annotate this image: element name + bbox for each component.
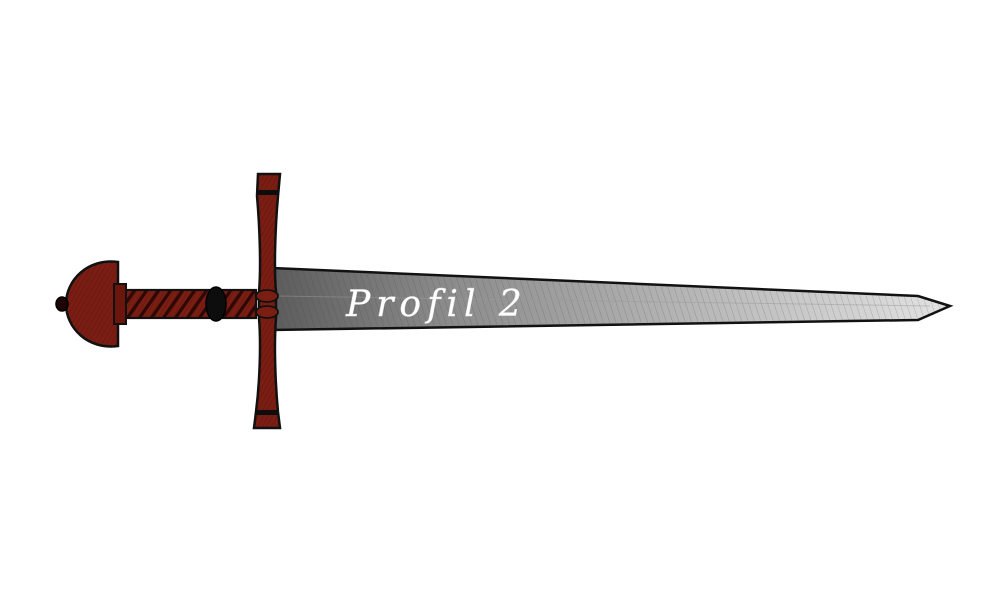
pommel-cap [55,296,69,312]
crossguard-top-band [257,190,279,195]
pommel [55,260,127,348]
blade-inscription: Profil 2 [345,284,528,325]
crossguard-bottom-band [255,410,278,415]
grip-ring [205,286,227,322]
blade: Profil 2 [270,266,954,332]
grip [122,286,258,322]
crossguard [252,172,282,430]
